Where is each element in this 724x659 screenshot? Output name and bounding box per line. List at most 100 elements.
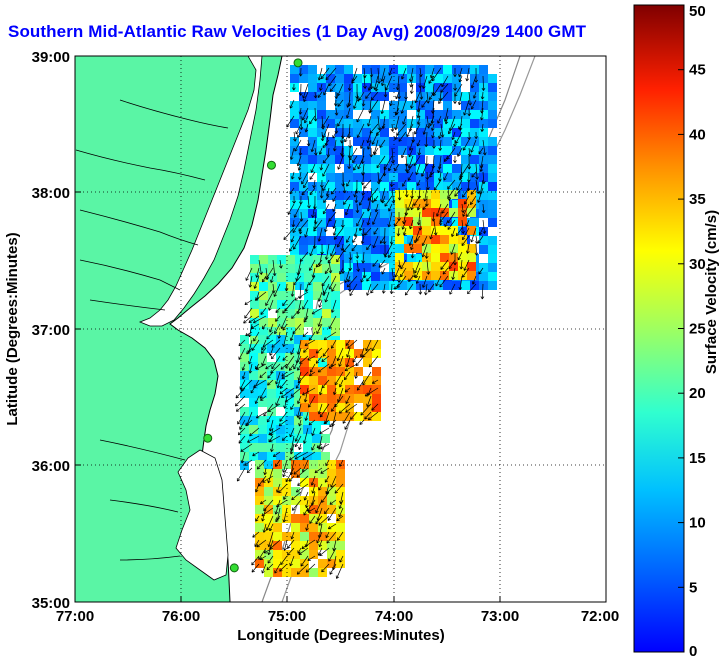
- velocity-arrow: [317, 91, 323, 98]
- velocity-arrow: [262, 475, 274, 483]
- velocity-arrow: [282, 307, 288, 314]
- velocity-arrow: [276, 379, 281, 389]
- velocity-cell: [326, 164, 335, 173]
- velocity-arrow: [478, 227, 484, 236]
- velocity-cell: [282, 478, 291, 487]
- velocity-arrow: [263, 467, 267, 476]
- velocity-cell: [317, 137, 326, 146]
- velocity-cell: [371, 110, 380, 119]
- velocity-cell: [336, 487, 345, 496]
- velocity-arrow: [388, 67, 393, 76]
- velocity-arrow: [324, 475, 330, 483]
- velocity-arrow: [350, 411, 358, 420]
- velocity-cell: [479, 119, 488, 128]
- velocity-cell: [389, 164, 398, 173]
- velocity-cell: [336, 550, 345, 559]
- velocity-cell: [440, 208, 449, 217]
- velocity-cell: [431, 190, 440, 199]
- velocity-cell: [353, 281, 362, 290]
- velocity-cell: [362, 236, 371, 245]
- velocity-arrow: [291, 499, 302, 511]
- velocity-cell: [372, 394, 381, 403]
- velocity-arrow: [358, 219, 365, 232]
- velocity-cell: [250, 300, 259, 309]
- velocity-arrow: [370, 91, 379, 101]
- velocity-cell: [267, 443, 276, 452]
- velocity-cell: [309, 505, 318, 514]
- velocity-cell: [398, 281, 407, 290]
- velocity-arrow: [279, 411, 288, 422]
- velocity-cell: [380, 182, 389, 191]
- velocity-cell: [353, 101, 362, 110]
- velocity-arrow: [351, 75, 358, 84]
- velocity-cell: [443, 182, 452, 191]
- velocity-cell: [362, 263, 371, 272]
- velocity-cell: [318, 403, 327, 412]
- velocity-arrow: [297, 363, 302, 371]
- velocity-cell: [264, 505, 273, 514]
- velocity-cell: [470, 137, 479, 146]
- velocity-cell: [467, 208, 476, 217]
- velocity-cell: [362, 191, 371, 200]
- velocity-cell: [440, 235, 449, 244]
- velocity-cell: [309, 478, 318, 487]
- colorbar-tick-label: 0: [689, 643, 697, 659]
- velocity-arrow: [404, 91, 408, 100]
- velocity-arrow: [287, 539, 295, 549]
- velocity-arrow: [409, 99, 414, 109]
- velocity-arrow: [336, 515, 344, 522]
- velocity-cell: [344, 272, 353, 281]
- velocity-cell: [286, 282, 295, 291]
- velocity-cell: [267, 335, 276, 344]
- velocity-cell: [308, 191, 317, 200]
- velocity-cell: [372, 385, 381, 394]
- velocity-arrow: [482, 219, 487, 234]
- velocity-arrow: [318, 147, 323, 155]
- velocity-arrow: [406, 195, 414, 211]
- velocity-arrow: [297, 131, 302, 138]
- velocity-cell: [443, 92, 452, 101]
- velocity-arrow: [418, 67, 423, 78]
- velocity-cell: [277, 327, 286, 336]
- radar-station-marker: [293, 58, 303, 68]
- velocity-arrow: [261, 563, 267, 574]
- velocity-cell: [479, 110, 488, 119]
- velocity-arrow: [284, 395, 295, 403]
- radar-station-marker: [203, 433, 213, 443]
- velocity-cell: [282, 487, 291, 496]
- velocity-arrow: [309, 371, 316, 377]
- velocity-cell: [291, 487, 300, 496]
- velocity-cell: [488, 137, 497, 146]
- velocity-arrow: [394, 219, 400, 227]
- velocity-arrow: [356, 259, 361, 272]
- velocity-arrow: [461, 235, 470, 247]
- velocity-arrow: [462, 187, 470, 198]
- velocity-arrow: [332, 227, 337, 236]
- velocity-arrow: [289, 443, 295, 455]
- velocity-arrow: [466, 203, 477, 218]
- velocity-cell: [277, 291, 286, 300]
- velocity-cell: [413, 244, 422, 253]
- velocity-cell: [277, 264, 286, 273]
- velocity-arrow: [380, 67, 386, 82]
- velocity-arrow: [334, 107, 339, 116]
- velocity-arrow: [318, 387, 323, 396]
- velocity-arrow: [389, 283, 394, 295]
- velocity-arrow: [282, 459, 288, 473]
- velocity-arrow: [416, 115, 421, 125]
- velocity-arrow: [338, 379, 344, 388]
- velocity-cell: [336, 541, 345, 550]
- velocity-arrow: [280, 363, 288, 370]
- velocity-arrow: [302, 387, 316, 396]
- velocity-cell: [327, 505, 336, 514]
- velocity-arrow: [337, 155, 344, 170]
- velocity-arrow: [305, 523, 309, 531]
- velocity-arrow: [343, 371, 351, 381]
- velocity-arrow: [333, 227, 344, 240]
- velocity-arrow: [304, 411, 309, 421]
- velocity-cell: [434, 92, 443, 101]
- velocity-arrow: [319, 83, 323, 91]
- velocity-cell: [335, 227, 344, 236]
- velocity-arrow: [374, 83, 379, 92]
- velocity-cell: [363, 358, 372, 367]
